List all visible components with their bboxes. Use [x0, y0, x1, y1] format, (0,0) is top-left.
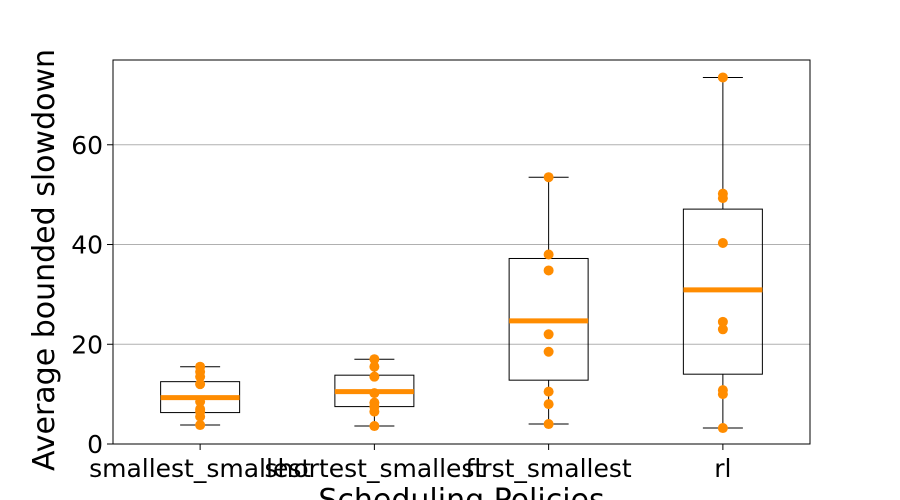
data-point: [717, 238, 728, 249]
data-point: [195, 361, 206, 372]
data-point: [717, 385, 728, 396]
data-point: [369, 361, 380, 372]
data-point: [543, 249, 554, 260]
data-point: [369, 421, 380, 432]
y-tick-label: 40: [71, 231, 103, 260]
y-axis-title: Average bounded slowdown: [27, 49, 62, 471]
y-axis-ticks: 0 20 40 60: [71, 131, 113, 459]
data-point: [543, 419, 554, 430]
data-point: [717, 324, 728, 335]
data-point: [369, 397, 380, 408]
data-point: [717, 316, 728, 327]
data-point: [543, 265, 554, 276]
data-point: [717, 423, 728, 434]
x-tick-label: shortest_smallest: [264, 454, 484, 483]
data-point: [543, 172, 554, 183]
boxes-layer: [160, 76, 763, 429]
x-axis-title: Scheduling Policies: [318, 483, 604, 500]
data-point: [543, 386, 554, 397]
data-point: [195, 420, 206, 431]
x-tick-label: smallest_smallest: [89, 454, 311, 483]
x-tick-label: first_smallest: [466, 454, 632, 483]
y-tick-label: 20: [71, 330, 103, 359]
data-point: [543, 329, 554, 340]
data-point: [369, 371, 380, 382]
data-point: [717, 188, 728, 199]
plot-area-frame: [112, 59, 811, 445]
data-point: [195, 379, 206, 390]
x-axis-ticks: smallest_smallestshortest_smallestfirst_…: [89, 444, 731, 483]
data-point: [543, 399, 554, 410]
points-layer: [195, 72, 728, 434]
x-tick-label: rl: [714, 454, 731, 483]
data-point: [717, 72, 728, 83]
data-point: [543, 346, 554, 357]
y-tick-label: 0: [87, 430, 103, 459]
data-point: [369, 388, 380, 399]
data-point: [195, 396, 206, 407]
data-point: [195, 404, 206, 415]
y-tick-label: 60: [71, 131, 103, 160]
data-point: [369, 354, 380, 365]
box-rl: [682, 76, 763, 429]
